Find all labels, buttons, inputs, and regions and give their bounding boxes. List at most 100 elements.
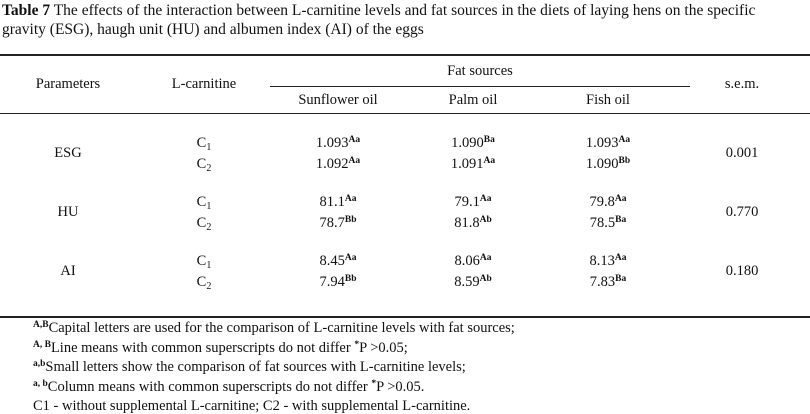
level-base: C: [196, 253, 207, 269]
footnote: a, bColumn means with common superscript…: [33, 378, 424, 396]
level-label: C2: [196, 273, 212, 292]
footnote: A,BCapital letters are used for the comp…: [33, 319, 515, 337]
cell: 78.5Ba: [590, 214, 626, 232]
footnote-sup: a,b: [33, 359, 46, 369]
cell-value: 78.5: [589, 215, 616, 231]
level-base: C: [196, 215, 207, 231]
cell-value: 8.06: [454, 253, 480, 269]
footnote-sup: *: [371, 378, 377, 389]
footnote-sup: A,B: [33, 320, 49, 330]
level-label: C2: [196, 214, 212, 233]
sem: 0.180: [725, 263, 759, 279]
footnote-sup: a, b: [33, 378, 48, 389]
footnote-text: Line means with common superscripts do n…: [50, 339, 355, 356]
cell-sup: Aa: [344, 253, 357, 263]
caption-label: Table 7: [2, 2, 51, 19]
cell-value: 81.1: [319, 194, 345, 210]
cell-value: 81.8: [454, 215, 480, 231]
cell-sup: Ab: [479, 215, 492, 225]
level-sub: 2: [206, 163, 212, 174]
cell: 1.093Aa: [586, 134, 630, 152]
cell-value: 1.092: [315, 156, 349, 172]
level-base: C: [196, 274, 207, 290]
sem: 0.001: [725, 145, 759, 161]
cell-sup: Ba: [615, 274, 627, 284]
cell-sup: Aa: [614, 194, 627, 204]
cell: 7.94Bb: [320, 273, 357, 291]
group-rule: [270, 86, 690, 87]
cell-value: 8.59: [454, 274, 480, 290]
cell-sup: Aa: [618, 135, 631, 145]
cell-value: 7.94: [319, 274, 345, 290]
caption-text: The effects of the interaction between L…: [2, 2, 756, 38]
cell-value: 8.45: [319, 253, 345, 269]
cell-sup: Ba: [615, 215, 627, 225]
level-base: C: [196, 156, 207, 172]
cell: 79.1Aa: [455, 193, 492, 211]
cell-sup: Aa: [348, 156, 361, 166]
cell-sup: Aa: [479, 253, 492, 263]
level-base: C: [196, 194, 207, 210]
footnote-sup: *: [354, 339, 360, 350]
sem: 0.770: [725, 204, 759, 220]
footnote: a,bSmall letters show the comparison of …: [33, 358, 466, 376]
top-rule: [0, 54, 810, 56]
level-label: C1: [196, 252, 212, 271]
footnote: A, BLine means with common superscripts …: [33, 339, 408, 357]
footnote-text: Small letters show the comparison of fat…: [45, 359, 466, 375]
cell-sup: Aa: [614, 253, 627, 263]
header-cell: Parameters: [35, 76, 101, 92]
header-cell: Sunflower oil: [298, 92, 378, 108]
footnote-text: P >0.05;: [359, 339, 408, 356]
footnote-text: Column means with common superscripts do…: [47, 378, 372, 395]
parameter: ESG: [54, 145, 82, 161]
cell-sup: Bb: [618, 156, 631, 166]
cell-value: 1.091: [450, 156, 484, 172]
header-rule: [0, 113, 810, 114]
footnote-sup: A, B: [33, 339, 51, 350]
header-cell: Fish oil: [586, 92, 630, 108]
header-cell: Fat sources: [447, 63, 513, 79]
cell: 8.59Ab: [454, 273, 492, 291]
caption: Table 7 The effects of the interaction b…: [2, 1, 802, 39]
cell: 1.090Ba: [451, 134, 495, 152]
cell-value: 78.7: [319, 215, 345, 231]
cell: 78.7Bb: [320, 214, 357, 232]
cell-value: 1.090: [585, 156, 619, 172]
header-cell: s.e.m.: [724, 76, 760, 92]
level-sub: 2: [206, 222, 212, 233]
cell: 8.45Aa: [320, 252, 357, 270]
cell: 79.8Aa: [590, 193, 627, 211]
cell-value: 79.8: [589, 194, 615, 210]
footnote-text: C1 - without supplemental L-carnitine; C…: [33, 398, 471, 414]
cell: 7.83Ba: [590, 273, 626, 291]
cell: 1.092Aa: [316, 155, 360, 173]
cell: 1.093Aa: [316, 134, 360, 152]
cell-sup: Aa: [348, 135, 361, 145]
cell-value: 8.13: [589, 253, 615, 269]
level-sub: 2: [206, 281, 212, 292]
level-label: C1: [196, 193, 212, 212]
footnote-text: Capital letters are used for the compari…: [48, 320, 515, 336]
cell-value: 1.090: [451, 135, 484, 151]
header-cell: Palm oil: [448, 92, 498, 108]
cell-sup: Aa: [483, 156, 496, 166]
cell-sup: Ba: [483, 135, 495, 145]
cell: 8.13Aa: [590, 252, 627, 270]
bottom-rule: [0, 316, 810, 318]
parameter: HU: [57, 204, 79, 220]
cell-sup: Ab: [479, 274, 492, 284]
cell-value: 79.1: [454, 194, 480, 210]
cell: 8.06Aa: [455, 252, 492, 270]
footnote-text: P >0.05.: [376, 378, 425, 395]
cell-value: 1.093: [585, 135, 619, 151]
level-sub: 1: [206, 142, 212, 153]
cell-sup: Aa: [479, 194, 492, 204]
cell-sup: Bb: [344, 274, 357, 284]
cell: 81.1Aa: [320, 193, 357, 211]
level-label: C2: [196, 155, 212, 174]
cell: 1.091Aa: [451, 155, 495, 173]
cell-value: 1.093: [315, 135, 349, 151]
level-base: C: [196, 135, 207, 151]
